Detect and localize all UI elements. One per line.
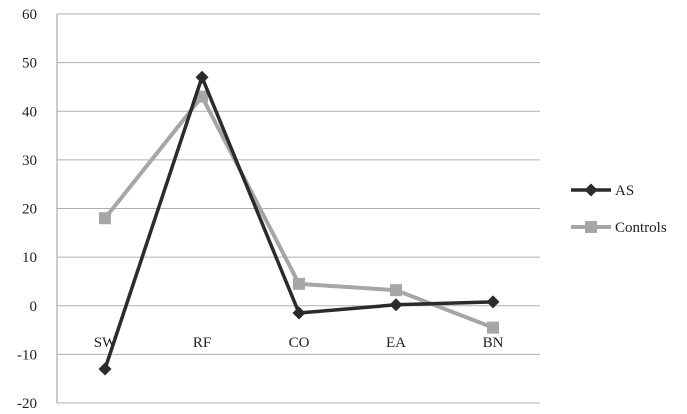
data-point-controls	[196, 90, 208, 103]
data-point-as	[292, 306, 306, 320]
grid-lines	[57, 13, 540, 404]
y-tick-label: -20	[17, 396, 37, 412]
data-point-as	[195, 70, 209, 84]
data-point-controls	[293, 277, 305, 290]
series-line-as	[103, 75, 494, 370]
x-category-label: BN	[483, 335, 504, 351]
series-as	[98, 70, 500, 376]
y-tick-label: 50	[22, 56, 37, 72]
series-line-controls	[103, 94, 494, 330]
legend-marker	[585, 221, 597, 233]
x-category-label: EA	[386, 335, 406, 351]
legend-item-as: AS	[571, 183, 634, 199]
y-tick-label: 40	[22, 104, 37, 120]
legend-marker	[584, 183, 598, 197]
legend: AS Controls	[571, 183, 667, 236]
y-tick-label: 0	[30, 299, 38, 315]
y-tick-label: 20	[22, 202, 37, 218]
x-category-label: CO	[289, 335, 310, 351]
series-layer	[98, 70, 500, 376]
y-tick-label: 60	[22, 7, 37, 23]
y-tick-label: 10	[22, 250, 37, 266]
legend-label: Controls	[615, 220, 667, 236]
data-point-as	[389, 298, 403, 312]
legend-item-controls: Controls	[571, 220, 667, 236]
y-tick-label: 30	[22, 153, 37, 169]
y-tick-labels: -20 -10 0 10 20 30 40 50 60	[17, 7, 37, 412]
data-point-controls	[390, 284, 402, 297]
data-point-controls	[487, 321, 499, 334]
data-point-as	[486, 295, 500, 309]
x-category-labels: SW RF CO EA BN	[94, 335, 504, 351]
legend-label: AS	[615, 183, 634, 199]
x-category-label: RF	[193, 335, 211, 351]
series-controls	[99, 90, 499, 334]
data-point-controls	[99, 212, 111, 225]
y-tick-label: -10	[17, 347, 37, 363]
data-point-as	[98, 362, 112, 376]
